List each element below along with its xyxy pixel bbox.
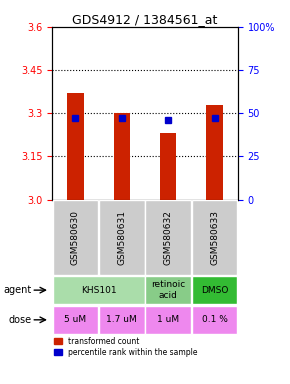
Title: GDS4912 / 1384561_at: GDS4912 / 1384561_at: [72, 13, 218, 26]
FancyBboxPatch shape: [53, 276, 144, 305]
Bar: [160, 134, 176, 200]
FancyBboxPatch shape: [53, 200, 98, 275]
Text: 1.7 uM: 1.7 uM: [106, 315, 137, 324]
FancyBboxPatch shape: [192, 276, 237, 305]
Text: retinoic
acid: retinoic acid: [151, 280, 185, 300]
FancyBboxPatch shape: [99, 200, 144, 275]
Text: GSM580630: GSM580630: [71, 210, 80, 265]
Legend: transformed count, percentile rank within the sample: transformed count, percentile rank withi…: [54, 337, 197, 357]
Text: dose: dose: [8, 315, 31, 325]
FancyBboxPatch shape: [192, 306, 237, 334]
FancyBboxPatch shape: [146, 276, 191, 305]
FancyBboxPatch shape: [146, 200, 191, 275]
FancyBboxPatch shape: [99, 306, 144, 334]
FancyBboxPatch shape: [53, 306, 98, 334]
Text: GSM580632: GSM580632: [164, 210, 173, 265]
Text: 5 uM: 5 uM: [64, 315, 86, 324]
Bar: [114, 113, 130, 200]
Text: GSM580633: GSM580633: [210, 210, 219, 265]
Text: agent: agent: [3, 285, 31, 295]
Bar: [206, 105, 223, 200]
Text: KHS101: KHS101: [81, 286, 116, 295]
FancyBboxPatch shape: [192, 200, 237, 275]
Text: GSM580631: GSM580631: [117, 210, 126, 265]
Text: DMSO: DMSO: [201, 286, 228, 295]
Text: 0.1 %: 0.1 %: [202, 315, 228, 324]
FancyBboxPatch shape: [146, 306, 191, 334]
Bar: [67, 93, 84, 200]
Text: 1 uM: 1 uM: [157, 315, 179, 324]
